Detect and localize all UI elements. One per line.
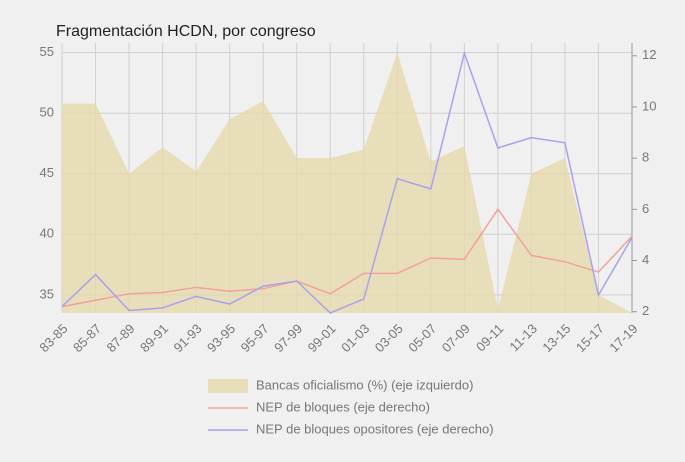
y-tick-label: 45 bbox=[40, 165, 54, 180]
legend-label: Bancas oficialismo (%) (eje izquierdo) bbox=[256, 377, 473, 392]
y-tick-label: 40 bbox=[40, 226, 54, 241]
y2-tick-label: 4 bbox=[642, 252, 649, 267]
line bbox=[61, 208, 633, 308]
y2-tick-label: 6 bbox=[642, 201, 649, 216]
legend-label: NEP de bloques opositores (eje derecho) bbox=[256, 421, 494, 436]
chart-title: Fragmentación HCDN, por congreso bbox=[56, 23, 316, 40]
y2-tick-label: 10 bbox=[642, 98, 656, 113]
line bbox=[61, 50, 633, 314]
y2-tick-label: 8 bbox=[642, 150, 649, 165]
y-tick-label: 35 bbox=[40, 286, 54, 301]
legend-label: NEP de bloques (eje derecho) bbox=[256, 399, 430, 414]
legend-swatch bbox=[208, 379, 248, 393]
y2-tick-label: 2 bbox=[642, 303, 649, 318]
y2-tick-label: 12 bbox=[642, 47, 656, 62]
area bbox=[62, 52, 632, 314]
y-tick-label: 50 bbox=[40, 105, 54, 120]
y-tick-label: 55 bbox=[40, 44, 54, 59]
